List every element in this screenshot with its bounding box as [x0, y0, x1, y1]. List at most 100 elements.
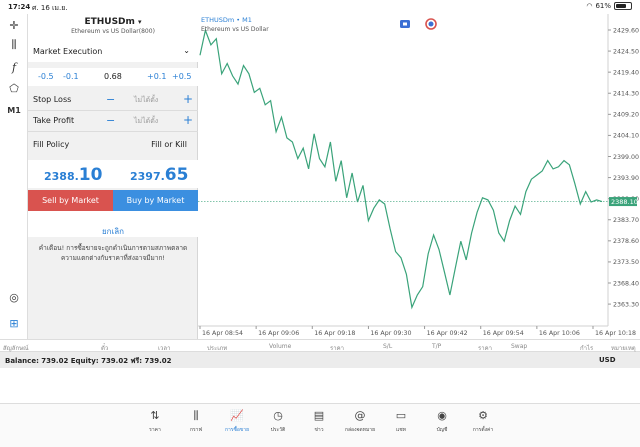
x-tick-label: 16 Apr 10:06: [539, 330, 580, 337]
buy-by-market-button[interactable]: Buy by Market: [113, 190, 198, 211]
tab-account[interactable]: ◉ บัญชี: [422, 409, 462, 434]
symbol-select[interactable]: ETHUSDm ▾: [28, 17, 198, 27]
timeframe-button[interactable]: M1: [7, 105, 21, 115]
divider: [28, 110, 198, 111]
stop-loss-minus-button[interactable]: −: [106, 93, 116, 106]
volume-plus-05-button[interactable]: +0.5: [172, 72, 192, 81]
positions-column-header: ตั๋ว: [101, 345, 109, 352]
execution-select[interactable]: Market Execution ⌄: [28, 42, 198, 62]
battery-percent: 61%: [595, 2, 611, 10]
status-date: ศ. 16 เม.ย.: [32, 4, 68, 12]
stop-loss-label: Stop Loss: [33, 95, 72, 104]
account-icon: ◉: [437, 409, 447, 422]
cancel-row: ยกเลิก: [28, 211, 198, 237]
positions-column-header: หมายเหตุ: [611, 345, 636, 352]
symbol-header[interactable]: ETHUSDm ▾ Ethereum vs US Dollar(800): [28, 14, 198, 42]
tab-quotes[interactable]: ⇅ ราคา: [135, 409, 175, 434]
bid-price: 2388.10: [28, 160, 113, 188]
take-profit-label: Take Profit: [33, 116, 75, 125]
tab-trade[interactable]: 📈 การซื้อขาย: [217, 409, 257, 434]
positions-column-header: ราคา: [330, 345, 344, 352]
objects-icon[interactable]: ⬠: [9, 81, 19, 95]
crosshair-icon[interactable]: ✛: [9, 18, 19, 32]
price-line: [199, 28, 603, 310]
symbol-description: Ethereum vs US Dollar(800): [71, 28, 155, 35]
wifi-icon: ◠: [586, 2, 593, 10]
mailbox-icon: @: [354, 409, 366, 422]
y-tick-label: 2429.60: [613, 27, 639, 34]
tab-chat[interactable]: ▭ แชท: [381, 409, 421, 434]
positions-column-header: ราคา: [478, 345, 492, 352]
tab-label: กราฟ: [189, 427, 203, 433]
bottom-tab-bar: ⇅ ราคา ⫼ กราฟ 📈 การซื้อขาย ◷ ประวัติ ▤ ข่าว @…: [0, 403, 640, 447]
y-tick-label: 2419.40: [613, 69, 639, 76]
price-chart[interactable]: 2429.60 2424.50 2419.40 2414.30 2409.20 2404.…: [198, 14, 640, 339]
y-tick-label: 2409.20: [613, 112, 639, 119]
cancel-button[interactable]: ยกเลิก: [101, 227, 124, 236]
bid-price-main: 2388.: [44, 170, 79, 183]
tab-label: การซื้อขาย: [224, 427, 250, 433]
x-tick-label: 16 Apr 08:54: [202, 330, 243, 337]
bid-price-big: 10: [78, 165, 103, 185]
y-tick-label: 2424.50: [613, 48, 639, 55]
left-toolbar: ✛ ⫼ f ⬠ M1 ◎ ⊞: [0, 14, 28, 339]
chart-candles-icon: ⫼: [193, 409, 199, 422]
y-tick-label: 2399.00: [613, 154, 639, 161]
tab-news[interactable]: ▤ ข่าว: [299, 409, 339, 434]
news-icon: ▤: [313, 409, 325, 422]
take-profit-input[interactable]: ไม่ได้ตั้ง: [134, 117, 159, 125]
y-tick-label: 2383.70: [613, 217, 639, 224]
current-price-tag: 2388.10: [609, 197, 638, 207]
analytics-icon[interactable]: ◎: [9, 290, 19, 304]
x-tick-label: 16 Apr 09:42: [427, 330, 468, 337]
y-tick-label: 2378.60: [613, 238, 639, 245]
stop-loss-input[interactable]: ไม่ได้ตั้ง: [134, 96, 159, 104]
one-click-trade-icon[interactable]: [400, 20, 410, 28]
stop-loss-plus-button[interactable]: +: [183, 92, 194, 106]
positions-column-header: Swap: [511, 343, 528, 350]
volume-minus-05-button[interactable]: -0.5: [38, 72, 54, 81]
tab-label: กล่องจดหมาย: [344, 427, 376, 433]
tab-settings[interactable]: ⚙ การตั้งค่า: [463, 409, 503, 434]
ask-price-big: 65: [164, 165, 189, 185]
indicators-icon[interactable]: f: [11, 60, 17, 74]
volume-plus-01-button[interactable]: +0.1: [147, 72, 167, 81]
x-tick-label: 16 Apr 09:54: [483, 330, 524, 337]
x-tick-label: 16 Apr 10:18: [595, 330, 636, 337]
fill-policy-value[interactable]: Fill or Kill: [151, 140, 187, 149]
tab-label: ข่าว: [314, 427, 324, 433]
positions-column-header: กำไร: [580, 345, 594, 352]
positions-column-header: Volume: [269, 343, 292, 350]
y-tick-label: 2393.90: [613, 175, 639, 182]
chart-type-icon[interactable]: ⫼: [11, 38, 17, 51]
tab-mailbox[interactable]: @ กล่องจดหมาย: [340, 409, 380, 434]
volume-minus-01-button[interactable]: -0.1: [63, 72, 79, 81]
tab-chart[interactable]: ⫼ กราฟ: [176, 409, 216, 434]
take-profit-minus-button[interactable]: −: [106, 114, 116, 127]
status-right: ◠ 61%: [586, 2, 632, 10]
battery-fill: [616, 4, 626, 8]
trade-level-icon[interactable]: [425, 18, 437, 30]
new-order-icon[interactable]: ⊞: [9, 316, 19, 330]
take-profit-plus-button[interactable]: +: [183, 113, 194, 127]
positions-column-header: ประเภท: [207, 345, 228, 352]
tab-label: ราคา: [149, 427, 161, 433]
volume-value[interactable]: 0.68: [104, 72, 122, 81]
x-tick-label: 16 Apr 09:18: [314, 330, 355, 337]
tab-label: ประวัติ: [270, 427, 286, 433]
tab-history[interactable]: ◷ ประวัติ: [258, 409, 298, 434]
sell-by-market-button[interactable]: Sell by Market: [28, 190, 113, 211]
chart-canvas[interactable]: 2429.60 2424.50 2419.40 2414.30 2409.20 2404.…: [198, 14, 640, 339]
ask-price: 2397.65: [113, 160, 198, 188]
battery-icon: [614, 2, 632, 10]
y-tick-label: 2414.30: [613, 91, 639, 98]
status-bar: 17:24 ศ. 16 เม.ย. ◠ 61%: [0, 0, 640, 14]
volume-row: -0.5 -0.1 0.68 +0.1 +0.5: [28, 68, 198, 86]
order-panel: ETHUSDm ▾ Ethereum vs US Dollar(800) Mar…: [28, 14, 198, 339]
execution-label: Market Execution: [33, 47, 103, 56]
tab-label: การตั้งค่า: [472, 427, 494, 433]
chevron-down-icon: ▾: [138, 18, 142, 26]
chevron-down-icon: ⌄: [183, 46, 190, 55]
y-tick-label: 2404.10: [613, 133, 639, 140]
warning-line-2: ความแตกต่างกับราคาที่ส่งอาจมีมาก!: [60, 254, 166, 262]
